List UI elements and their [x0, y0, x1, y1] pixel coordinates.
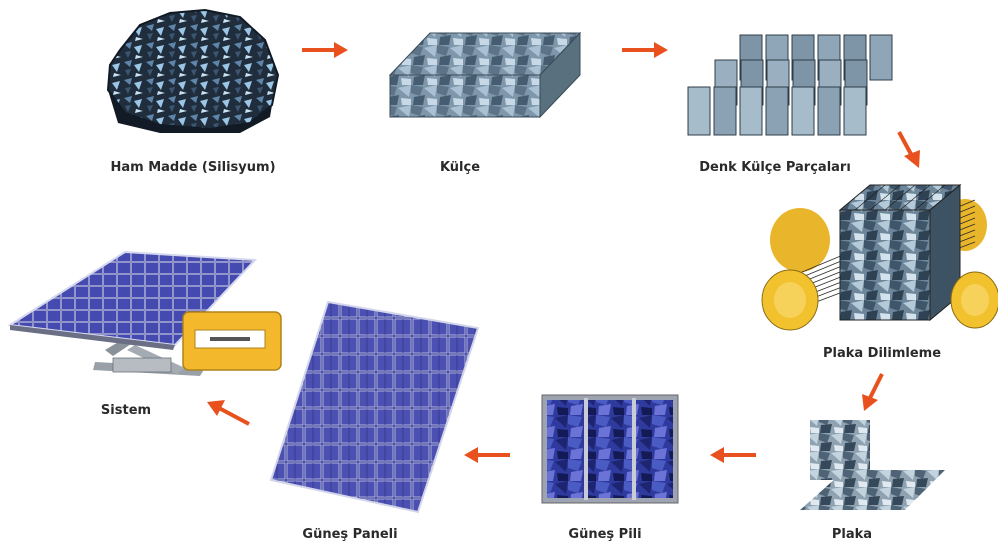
raw-material-label: Ham Madde (Silisyum) — [110, 160, 276, 175]
ingot-label: Külçe — [439, 160, 481, 175]
wafer-slicing-label: Plaka Dilimleme — [822, 346, 942, 361]
raw-silicon-icon — [100, 5, 285, 135]
arrow-down-icon — [895, 130, 925, 170]
wire-saw-icon — [760, 180, 998, 340]
arrow-right-icon — [620, 40, 670, 60]
solar-panel-icon — [268, 300, 483, 515]
ingot-pieces-label: Denk Külçe Parçaları — [699, 160, 851, 175]
solar-cell-label: Güneş Pili — [568, 527, 642, 542]
solar-panel-label: Güneş Paneli — [302, 527, 398, 542]
wafer-sheets-icon — [795, 415, 955, 515]
ingot-bricks-icon — [680, 25, 900, 140]
arrow-right-icon — [300, 40, 350, 60]
solar-system-icon — [5, 250, 290, 385]
arrow-up-left-icon — [205, 398, 251, 428]
solar-cell-icon — [540, 393, 680, 505]
arrow-left-icon — [708, 445, 758, 465]
wafer-label: Plaka — [831, 527, 873, 542]
ingot-block-icon — [385, 25, 585, 125]
system-label: Sistem — [100, 403, 152, 418]
arrow-left-icon — [462, 445, 512, 465]
arrow-down-icon — [858, 372, 886, 412]
